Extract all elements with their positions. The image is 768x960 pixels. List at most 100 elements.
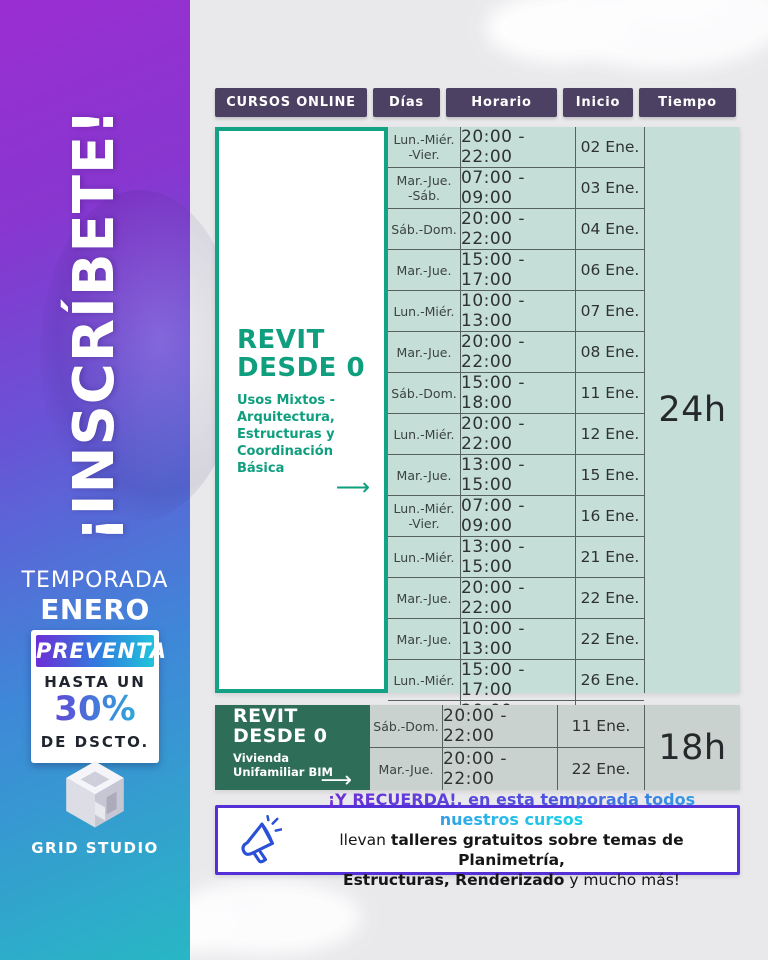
enroll-headline: ¡INSCRÍBETE! <box>62 108 127 542</box>
course-title-card: REVIT DESDE 0 Vivienda Unifamiliar BIM ⟶ <box>215 705 370 793</box>
table-header-row: CURSOS ONLINE Días Horario Inicio Tiempo <box>215 88 736 117</box>
discount-percent: 30% <box>31 691 159 727</box>
row-inicio: 02 Ene. <box>580 138 640 156</box>
row-horario: 20:00 - 22:00 <box>460 578 576 618</box>
header-inicio: Inicio <box>563 88 633 117</box>
course-title-line1: REVIT <box>237 324 325 355</box>
row-inicio: 26 Ene. <box>580 671 640 689</box>
row-horario: 10:00 - 13:00 <box>460 291 576 331</box>
row-horario: 10:00 - 13:00 <box>460 619 576 659</box>
presale-badge: PREVENTA <box>36 635 166 667</box>
schedule-row: Mar.-Jue. -Sáb. 07:00 - 09:00 03 Ene. <box>388 167 644 208</box>
course-subtitle: Usos Mixtos - Arquitectura, Estructuras … <box>237 392 336 476</box>
row-dias: Mar.-Jue. <box>396 467 452 483</box>
course-schedule-table: Sáb.-Dom. 20:00 - 22:00 11 Ene. Mar.-Jue… <box>370 705 740 790</box>
course-block-revit-vivienda: REVIT DESDE 0 Vivienda Unifamiliar BIM ⟶… <box>215 705 740 793</box>
cloud-decoration-bottom-left <box>135 880 360 955</box>
row-dias: Mar.-Jue. -Sáb. <box>396 173 452 203</box>
course-duration: 18h <box>644 705 740 790</box>
course-schedule-table: Lun.-Miér. -Vier. 20:00 - 22:00 02 Ene. … <box>388 127 740 741</box>
schedule-row: Lun.-Miér. 10:00 - 13:00 07 Ene. <box>388 290 644 331</box>
row-dias: Lun.-Miér. -Vier. <box>393 132 455 162</box>
row-dias: Sáb.-Dom. <box>373 718 439 734</box>
row-inicio: 06 Ene. <box>580 261 640 279</box>
discount-intro: HASTA UN <box>44 673 146 691</box>
course-subtitle: Vivienda Unifamiliar BIM <box>233 751 333 779</box>
row-dias: Lun.-Miér. <box>393 426 455 442</box>
row-dias: Lun.-Miér. -Vier. <box>393 501 455 531</box>
row-inicio: 04 Ene. <box>580 220 640 238</box>
reminder-text: ¡Y RECUERDA!, en esta temporada todos nu… <box>296 790 737 890</box>
schedule-row: Lun.-Miér. 13:00 - 15:00 21 Ene. <box>388 536 644 577</box>
header-cursos-online: CURSOS ONLINE <box>215 88 367 117</box>
row-horario: 13:00 - 15:00 <box>460 537 576 577</box>
row-horario: 20:00 - 22:00 <box>460 414 576 454</box>
row-dias: Sáb.-Dom. <box>391 221 457 237</box>
row-dias: Lun.-Miér. <box>393 303 455 319</box>
presale-card: PREVENTA HASTA UN 30% DE DSCTO. <box>31 630 166 763</box>
row-dias: Mar.-Jue. <box>396 344 452 360</box>
schedule-row: Sáb.-Dom. 20:00 - 22:00 11 Ene. <box>370 705 644 747</box>
brand-name: GRID STUDIO <box>31 839 159 857</box>
row-inicio: 12 Ene. <box>580 425 640 443</box>
row-horario: 13:00 - 15:00 <box>460 455 576 495</box>
right-arrow-icon: ⟶ <box>320 768 352 793</box>
row-inicio: 16 Ene. <box>580 507 640 525</box>
schedule-row: Mar.-Jue. 20:00 - 22:00 22 Ene. <box>388 577 644 618</box>
row-dias: Mar.-Jue. <box>396 631 452 647</box>
reminder-line2-bold: talleres gratuitos sobre temas de Planim… <box>390 831 684 869</box>
row-horario: 20:00 - 22:00 <box>460 332 576 372</box>
cloud-decoration-top-right <box>485 0 768 70</box>
schedule-row: Sáb.-Dom. 20:00 - 22:00 04 Ene. <box>388 208 644 249</box>
reminder-line3-normal: y mucho más! <box>564 871 680 889</box>
megaphone-icon <box>218 815 296 865</box>
row-inicio: 15 Ene. <box>580 466 640 484</box>
course-title-line1: REVIT <box>233 705 298 727</box>
background-photo <box>40 190 240 520</box>
row-dias: Lun.-Miér. <box>393 672 455 688</box>
row-inicio: 11 Ene. <box>580 384 640 402</box>
header-dias: Días <box>373 88 440 117</box>
sidebar: ¡INSCRÍBETE! TEMPORADA ENERO 2026 PREVEN… <box>0 0 240 960</box>
row-inicio: 11 Ene. <box>571 717 631 735</box>
schedule-row: Mar.-Jue. 20:00 - 22:00 22 Ene. <box>370 747 644 790</box>
schedule-row: Mar.-Jue. 10:00 - 13:00 22 Ene. <box>388 618 644 659</box>
grid-studio-cube-icon <box>59 761 131 835</box>
row-dias: Mar.-Jue. <box>396 590 452 606</box>
row-inicio: 03 Ene. <box>580 179 640 197</box>
row-horario: 20:00 - 22:00 <box>442 705 558 747</box>
row-inicio: 07 Ene. <box>580 302 640 320</box>
row-inicio: 22 Ene. <box>580 589 640 607</box>
discount-suffix: DE DSCTO. <box>40 733 150 751</box>
schedule-row: Mar.-Jue. 20:00 - 22:00 08 Ene. <box>388 331 644 372</box>
row-dias: Sáb.-Dom. <box>391 385 457 401</box>
header-horario: Horario <box>446 88 557 117</box>
row-inicio: 08 Ene. <box>580 343 640 361</box>
row-inicio: 21 Ene. <box>580 548 640 566</box>
schedule-row: Lun.-Miér. 15:00 - 17:00 26 Ene. <box>388 659 644 700</box>
row-dias: Mar.-Jue. <box>378 761 434 777</box>
row-horario: 15:00 - 17:00 <box>460 250 576 290</box>
reminder-line3-bold: Estructuras, Renderizado <box>342 871 565 889</box>
schedule-rows: Lun.-Miér. -Vier. 20:00 - 22:00 02 Ene. … <box>388 127 644 741</box>
row-dias: Lun.-Miér. <box>393 549 455 565</box>
schedule-row: Lun.-Miér. 20:00 - 22:00 12 Ene. <box>388 413 644 454</box>
course-title-line2: DESDE 0 <box>237 352 366 383</box>
schedule-row: Lun.-Miér. -Vier. 07:00 - 09:00 16 Ene. <box>388 495 644 536</box>
row-inicio: 22 Ene. <box>571 760 631 778</box>
schedule-row: Sáb.-Dom. 15:00 - 18:00 11 Ene. <box>388 372 644 413</box>
reminder-line1: ¡Y RECUERDA!, en esta temporada todos nu… <box>327 790 696 829</box>
schedule-rows: Sáb.-Dom. 20:00 - 22:00 11 Ene. Mar.-Jue… <box>370 705 644 790</box>
reminder-banner: ¡Y RECUERDA!, en esta temporada todos nu… <box>215 790 740 889</box>
course-block-revit-usos-mixtos: REVIT DESDE 0 Usos Mixtos - Arquitectura… <box>215 127 740 741</box>
schedule-row: Mar.-Jue. 15:00 - 17:00 06 Ene. <box>388 249 644 290</box>
right-arrow-icon: ⟶ <box>335 472 370 501</box>
row-horario: 15:00 - 17:00 <box>460 660 576 700</box>
row-horario: 20:00 - 22:00 <box>460 209 576 249</box>
course-title-card: REVIT DESDE 0 Usos Mixtos - Arquitectura… <box>215 127 388 693</box>
row-horario: 20:00 - 22:00 <box>460 127 576 167</box>
row-horario: 15:00 - 18:00 <box>460 373 576 413</box>
season-label: TEMPORADA <box>21 568 169 593</box>
reminder-line2-normal: llevan <box>339 831 391 849</box>
